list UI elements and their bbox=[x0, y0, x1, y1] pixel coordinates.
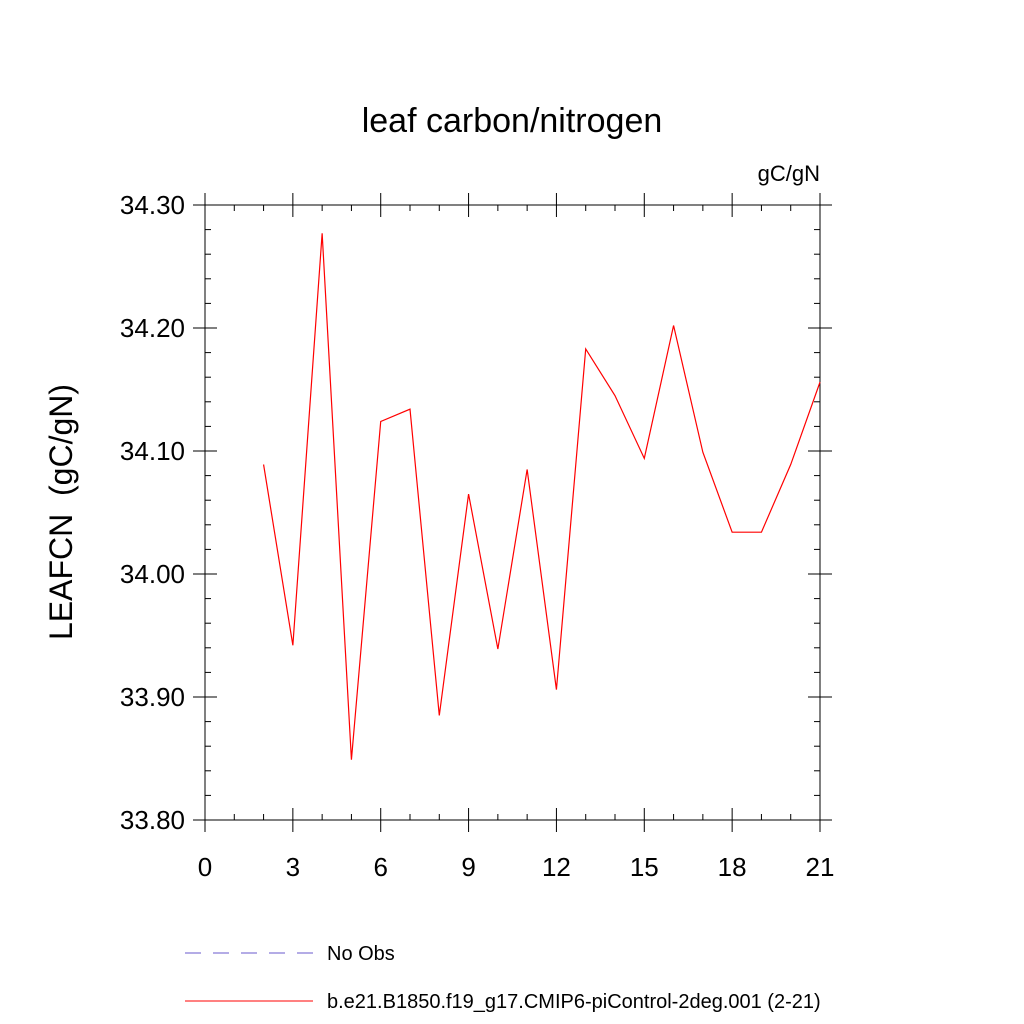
chart-title: leaf carbon/nitrogen bbox=[362, 102, 663, 140]
x-tick-label: 21 bbox=[806, 852, 835, 882]
x-tick-label: 18 bbox=[718, 852, 747, 882]
series-group bbox=[262, 233, 821, 760]
axis-ticks bbox=[193, 193, 832, 832]
y-tick-label: 34.10 bbox=[120, 436, 185, 466]
x-tick-label: 0 bbox=[198, 852, 212, 882]
tick-labels: 0 3 6 9 12 15 18 21 33.80 33.90 34.00 34.10 34.20 34.… bbox=[120, 190, 835, 882]
y-tick-label: 34.30 bbox=[120, 190, 185, 220]
legend-label-1: b.e21.B1850.f19_g17.CMIP6-piControl-2deg… bbox=[327, 991, 821, 1013]
y-tick-label: 33.90 bbox=[120, 682, 185, 712]
y-axis-label: LEAFCN (gC/gN) bbox=[43, 384, 79, 640]
x-tick-label: 9 bbox=[461, 852, 475, 882]
y-tick-label: 33.80 bbox=[120, 805, 185, 835]
x-tick-label: 6 bbox=[373, 852, 387, 882]
x-tick-label: 3 bbox=[286, 852, 300, 882]
x-tick-label: 15 bbox=[630, 852, 659, 882]
units-label: gC/gN bbox=[758, 161, 820, 186]
x-tick-label: 12 bbox=[542, 852, 571, 882]
series-line-0 bbox=[262, 233, 821, 760]
legend: No Obs b.e21.B1850.f19_g17.CMIP6-piContro… bbox=[185, 943, 821, 1013]
y-tick-label: 34.20 bbox=[120, 313, 185, 343]
y-tick-label: 34.00 bbox=[120, 559, 185, 589]
legend-label-0: No Obs bbox=[327, 943, 395, 965]
plot-frame bbox=[204, 204, 821, 821]
